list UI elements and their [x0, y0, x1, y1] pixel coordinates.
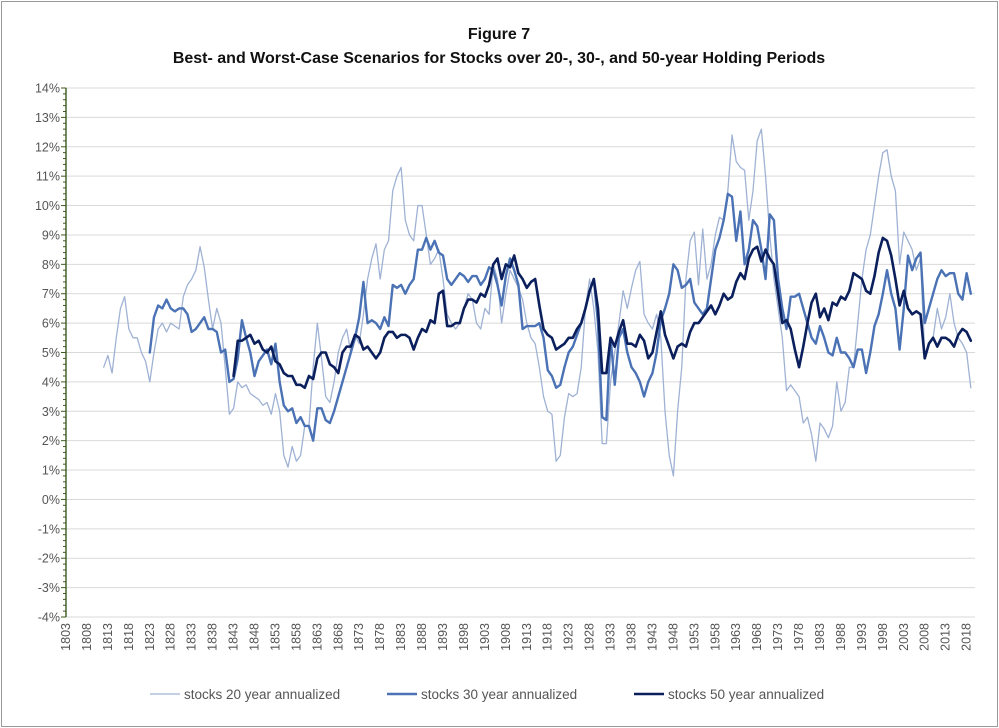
x-tick-label: 2018	[960, 623, 974, 651]
x-tick-label: 1883	[394, 623, 408, 651]
y-tick-label: 11%	[36, 170, 60, 184]
x-tick-label: 1803	[59, 623, 73, 651]
y-tick-label: 1%	[42, 464, 60, 478]
x-tick-label: 1923	[562, 623, 576, 651]
x-tick-label: 1988	[834, 623, 848, 651]
x-tick-label: 1903	[478, 623, 492, 651]
x-tick-label: 1993	[855, 623, 869, 651]
y-tick-label: 10%	[35, 199, 60, 213]
x-tick-label: 1933	[604, 623, 618, 651]
x-tick-label: 1918	[541, 623, 555, 651]
series-line-1	[103, 128, 972, 477]
x-tick-label: 1948	[666, 623, 680, 651]
x-tick-label: 2003	[897, 623, 911, 651]
y-tick-label: 5%	[42, 346, 60, 360]
series-line-2	[148, 192, 973, 442]
y-tick-label: 3%	[42, 405, 60, 419]
legend-label: stocks 20 year annualized	[184, 687, 340, 702]
x-tick-label: 1818	[122, 623, 136, 651]
x-tick-label: 1843	[227, 623, 241, 651]
x-tick-label: 1898	[457, 623, 471, 651]
y-tick-label: 0%	[42, 493, 60, 507]
x-tick-label: 1963	[729, 623, 743, 651]
y-tick-label: -3%	[38, 581, 60, 595]
legend-label: stocks 50 year annualized	[668, 687, 824, 702]
x-tick-label: 1893	[436, 623, 450, 651]
chart-subtitle: Best- and Worst-Case Scenarios for Stock…	[173, 50, 825, 67]
x-tick-label: 1928	[583, 623, 597, 651]
x-tick-label: 1868	[331, 623, 345, 651]
x-tick-label: 2013	[939, 623, 953, 651]
y-tick-label: 2%	[42, 434, 60, 448]
series-lines	[103, 128, 973, 477]
x-tick-label: 1973	[771, 623, 785, 651]
x-tick-label: 1913	[520, 623, 534, 651]
legend-label: stocks 30 year annualized	[421, 687, 577, 702]
x-tick-label: 1958	[708, 623, 722, 651]
series-line-3	[232, 236, 973, 390]
x-tick-label: 1808	[80, 623, 94, 651]
x-tick-label: 1833	[185, 623, 199, 651]
x-tick-label: 1968	[750, 623, 764, 651]
x-tick-label: 1858	[289, 623, 303, 651]
x-tick-label: 1888	[415, 623, 429, 651]
x-tick-label: 1853	[268, 623, 282, 651]
axes: 14% 13% 12% 11% 10% 9% 8% 7% 6% 5% 4% 3% 2% 1% 0% -1% -2…	[35, 82, 974, 651]
x-tick-label: 1873	[352, 623, 366, 651]
gridlines	[66, 87, 975, 618]
x-tick-label: 1998	[876, 623, 890, 651]
y-tick-label: 9%	[42, 228, 60, 242]
y-tick-label: 6%	[42, 317, 60, 331]
x-tick-label: 1943	[645, 623, 659, 651]
x-tick-label: 1823	[143, 623, 157, 651]
x-tick-label: 1953	[687, 623, 701, 651]
y-tick-label: -2%	[38, 552, 60, 566]
y-tick-label: 12%	[35, 140, 60, 154]
y-tick-label: 7%	[42, 287, 60, 301]
x-tick-label: 1863	[310, 623, 324, 651]
y-tick-label: -4%	[38, 611, 60, 625]
x-tick-label: 1838	[206, 623, 220, 651]
x-tick-label: 1908	[499, 623, 513, 651]
x-tick-label: 1848	[248, 623, 262, 651]
y-tick-label: 4%	[42, 375, 60, 389]
x-tick-label: 1978	[792, 623, 806, 651]
x-tick-label: 1878	[373, 623, 387, 651]
x-tick-label: 2008	[918, 623, 932, 651]
x-tick-label: 1983	[813, 623, 827, 651]
y-tick-label: 13%	[35, 111, 60, 125]
y-tick-label: 14%	[35, 82, 60, 96]
y-tick-label: -1%	[38, 522, 60, 536]
legend: stocks 20 year annualized stocks 30 year …	[150, 687, 824, 702]
y-tick-label: 8%	[42, 258, 60, 272]
chart-title: Figure 7	[468, 26, 530, 43]
x-tick-label: 1828	[164, 623, 178, 651]
x-tick-label: 1813	[101, 623, 115, 651]
x-tick-label: 1938	[625, 623, 639, 651]
